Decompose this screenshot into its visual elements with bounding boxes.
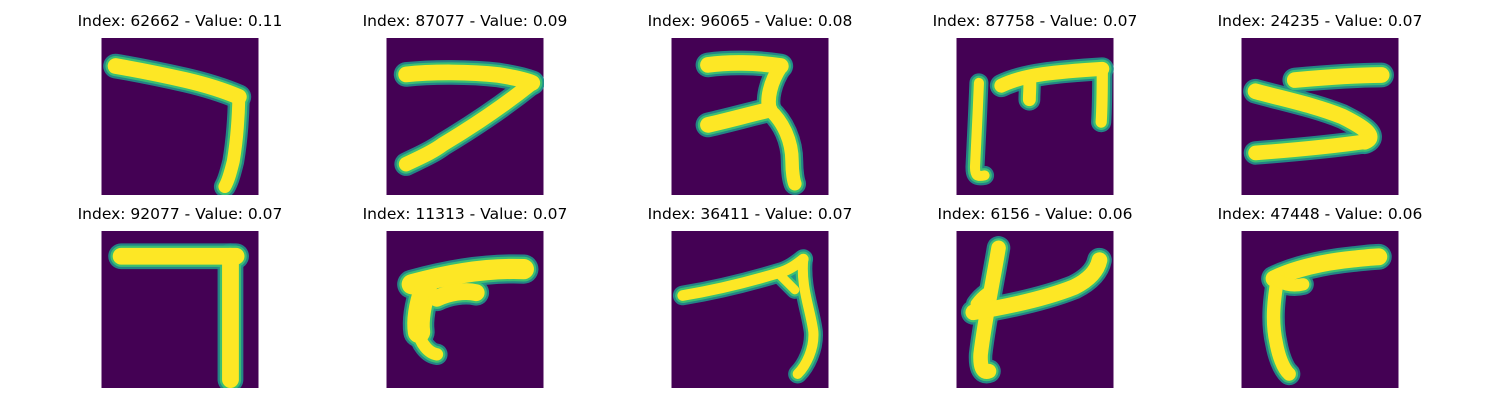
glyph-stroke [965, 252, 1108, 321]
seven-square-icon [101, 231, 259, 388]
glyph-stroke [407, 275, 437, 344]
glyph-stroke [1266, 269, 1296, 381]
panel-6: Index: 92077 - Value: 0.07 [78, 205, 282, 395]
glyph-stroke [1265, 248, 1388, 288]
panel-10: Index: 47448 - Value: 0.06 [1218, 205, 1422, 395]
glyph-stroke [412, 325, 444, 361]
corner-curve-icon [1241, 231, 1399, 388]
panel-9: Index: 6156 - Value: 0.06 [938, 205, 1132, 395]
glyph-stroke [398, 75, 540, 172]
seven-thin-icon [671, 231, 829, 388]
three-curled-icon [671, 38, 829, 195]
panel-3: Index: 96065 - Value: 0.08 [648, 12, 852, 202]
panel-title: Index: 6156 - Value: 0.06 [937, 205, 1133, 223]
glyph-stroke [773, 268, 800, 295]
panel-title: Index: 62662 - Value: 0.11 [77, 12, 283, 30]
panel-title: Index: 87077 - Value: 0.09 [362, 12, 568, 30]
glyph-stroke [1247, 83, 1378, 150]
glyph-stroke [1268, 271, 1310, 292]
glyph-stroke [762, 103, 802, 191]
panel-title: Index: 11313 - Value: 0.07 [362, 205, 568, 223]
glyph-stroke [398, 64, 541, 91]
panel-title: Index: 47448 - Value: 0.06 [1217, 205, 1423, 223]
glyph-stroke [970, 287, 993, 310]
panel-4: Index: 87758 - Value: 0.07 [933, 12, 1137, 202]
panel-8: Index: 36411 - Value: 0.07 [648, 205, 852, 395]
flag-curve-icon [386, 231, 544, 388]
panel-title: Index: 96065 - Value: 0.08 [647, 12, 853, 30]
glyph-stroke [973, 240, 1006, 379]
glyph-stroke [107, 58, 247, 105]
glyph-stroke [1286, 67, 1390, 88]
panel-5: Index: 24235 - Value: 0.07 [1218, 12, 1422, 202]
glyph-stroke [1248, 134, 1373, 161]
glyph-stroke [1095, 63, 1108, 128]
glyph-stroke [428, 283, 485, 307]
seven-slanted-icon [386, 38, 544, 195]
panel-title: Index: 92077 - Value: 0.07 [77, 205, 283, 223]
panel-title: Index: 36411 - Value: 0.07 [647, 205, 853, 223]
glyph-stroke [969, 77, 990, 181]
panel-7: Index: 11313 - Value: 0.07 [363, 205, 567, 395]
glyph-stroke [792, 253, 819, 380]
glyph-stroke [994, 61, 1110, 93]
panel-1: Index: 62662 - Value: 0.11 [78, 12, 282, 202]
panel-title: Index: 24235 - Value: 0.07 [1217, 12, 1423, 30]
glyph-stroke [218, 90, 246, 194]
panel-2: Index: 87077 - Value: 0.09 [363, 12, 567, 202]
panel-title: Index: 87758 - Value: 0.07 [932, 12, 1138, 30]
zigzag-icon [1241, 38, 1399, 195]
cross-curve-icon [956, 231, 1114, 388]
seven-hook-icon [101, 38, 259, 195]
glyph-stroke [700, 55, 789, 74]
trident-icon [956, 38, 1114, 195]
